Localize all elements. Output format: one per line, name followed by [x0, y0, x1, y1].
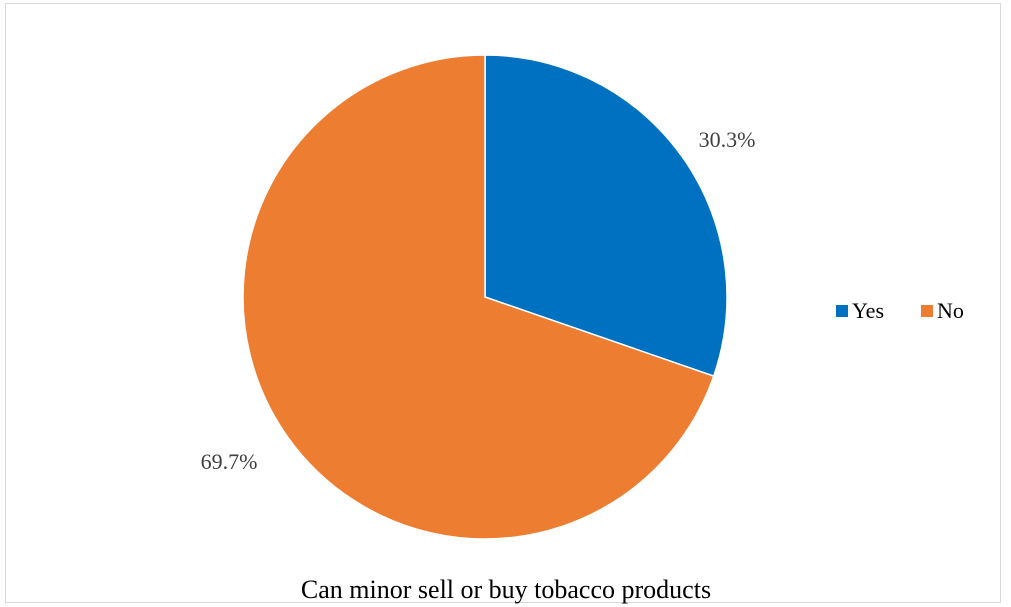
pie-slice-no [242, 54, 715, 540]
chart-legend: Yes No [836, 298, 964, 323]
pie-data-labels: 30.3% 69.7% [201, 127, 756, 474]
chart-caption: Can minor sell or buy tobacco products [301, 575, 711, 604]
data-label-no: 69.7% [201, 449, 258, 474]
pie-slices [242, 54, 728, 540]
data-label-yes: 30.3% [699, 127, 756, 152]
legend-label-yes: Yes [852, 298, 884, 323]
legend-swatch-yes [836, 305, 848, 317]
pie-slice-yes [484, 54, 728, 378]
legend-label-no: No [937, 298, 964, 323]
legend-swatch-no [921, 305, 933, 317]
